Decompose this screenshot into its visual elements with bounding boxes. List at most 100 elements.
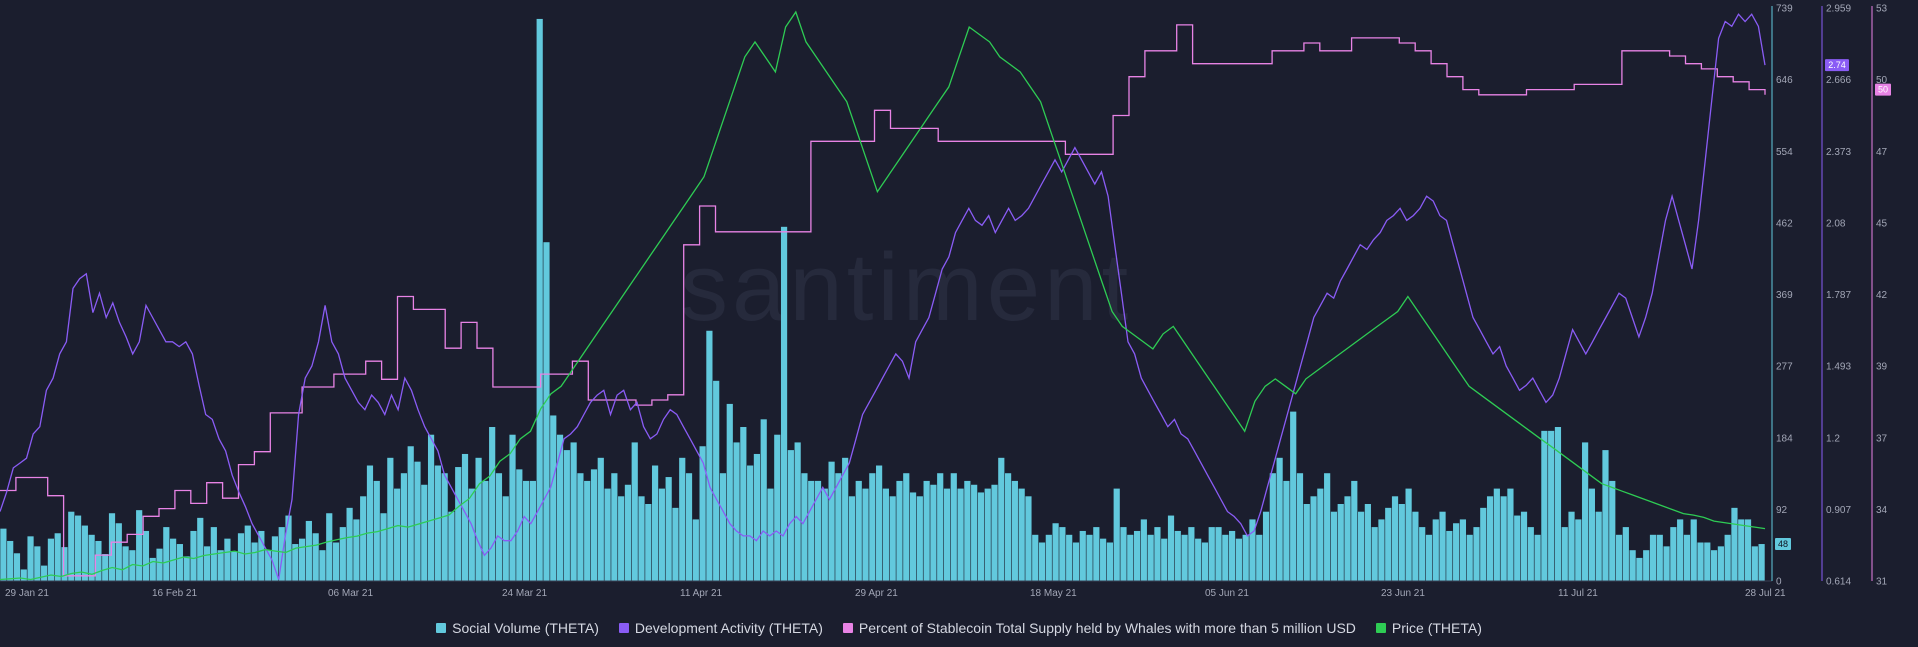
social-volume-bar: [387, 457, 394, 581]
social-volume-bar: [1514, 515, 1521, 581]
social-volume-bar: [1561, 527, 1568, 581]
social-volume-bar: [455, 467, 462, 581]
social-volume-bar: [638, 496, 645, 581]
social-volume-bar: [1072, 542, 1080, 581]
social-volume-bar: [1161, 538, 1168, 581]
social-volume-bar: [217, 550, 224, 581]
social-volume-bar: [1446, 530, 1453, 581]
social-axis-tick: 277: [1776, 362, 1793, 373]
social-volume-bar: [326, 513, 333, 581]
social-volume-bar: [1120, 527, 1127, 581]
social-volume-bar: [163, 527, 170, 581]
legend-item-social[interactable]: Social Volume (THETA): [436, 620, 599, 636]
social-badge: [1775, 538, 1791, 550]
social-volume-bar: [1432, 519, 1439, 581]
social-volume-bar: [1704, 542, 1711, 581]
whale-axis-tick: 53: [1876, 4, 1888, 15]
dev-badge-text: 2.74: [1828, 60, 1846, 70]
social-volume-bar: [1079, 530, 1086, 581]
social-volume-bar: [1385, 507, 1392, 581]
social-volume-bar: [1527, 527, 1534, 581]
social-volume-bar: [1690, 519, 1697, 581]
social-volume-bar: [41, 565, 48, 581]
social-volume-bar: [930, 484, 937, 581]
social-volume-bar: [1378, 519, 1385, 581]
social-volume-bar: [950, 473, 957, 581]
social-volume-bar: [1425, 534, 1433, 581]
social-volume-bar: [624, 484, 632, 581]
social-volume-bar: [1086, 534, 1093, 581]
social-volume-bar: [977, 492, 985, 581]
social-volume-bar: [1004, 473, 1012, 581]
legend-item-dev[interactable]: Development Activity (THETA): [618, 620, 823, 636]
social-volume-bar: [278, 527, 285, 581]
social-volume-bar: [1398, 504, 1405, 581]
social-volume-bar: [658, 488, 665, 581]
social-volume-bar: [916, 496, 923, 581]
social-volume-bar: [774, 434, 781, 581]
x-axis-tick: 16 Feb 21: [152, 588, 197, 599]
social-volume-bar: [1059, 527, 1066, 581]
social-volume-bar: [1466, 534, 1473, 581]
social-volume-bar: [1310, 496, 1317, 581]
social-volume-bar: [95, 540, 102, 581]
social-volume-bar: [1473, 527, 1480, 581]
social-volume-bar: [991, 484, 998, 581]
dev-axis-tick: 2.959: [1826, 4, 1851, 15]
x-axis-tick: 24 Mar 21: [502, 588, 547, 599]
social-volume-bar: [570, 442, 577, 581]
social-volume-bar: [285, 515, 292, 581]
social-volume-bar: [13, 553, 21, 581]
whale-badge-text: 50: [1878, 85, 1888, 95]
whale-axis-tick: 47: [1876, 147, 1888, 158]
social-volume-bar: [808, 480, 815, 581]
dev-axis-tick: 2.373: [1826, 147, 1851, 158]
social-volume-bar: [516, 469, 523, 581]
social-volume-bar: [1208, 527, 1215, 581]
social-volume-bar: [1364, 504, 1371, 581]
legend-item-price[interactable]: Price (THETA): [1375, 620, 1482, 636]
price-line: [0, 10, 1766, 581]
whale-axis-tick: 42: [1876, 290, 1888, 301]
social-volume-bar: [631, 442, 638, 581]
social-axis-tick: 739: [1776, 4, 1793, 15]
social-volume-bar: [971, 484, 978, 581]
social-volume-bar: [1032, 534, 1039, 581]
social-volume-bar: [427, 434, 435, 581]
social-volume-bar: [550, 415, 557, 581]
social-volume-bar: [943, 488, 951, 581]
social-volume-bar: [1283, 480, 1290, 581]
x-axis-tick: 23 Jun 21: [1381, 588, 1425, 599]
social-volume-bar: [760, 419, 767, 581]
social-volume-bar: [434, 465, 441, 581]
social-volume-bar: [1575, 519, 1582, 581]
social-volume-bar: [414, 461, 421, 581]
social-volume-bar: [360, 496, 367, 581]
social-volume-bar: [475, 457, 482, 581]
social-volume-bar: [1133, 530, 1141, 581]
social-volume-bar: [1154, 527, 1161, 581]
watermark: santiment: [680, 234, 1132, 341]
social-volume-bar: [489, 427, 496, 581]
social-volume-bar: [1106, 542, 1114, 581]
social-volume-bar: [1480, 507, 1487, 581]
dev-axis-tick: 0.907: [1826, 505, 1851, 516]
legend-item-whale[interactable]: Percent of Stablecoin Total Supply held …: [842, 620, 1356, 636]
social-volume-bar: [794, 442, 801, 581]
social-volume-bar: [590, 469, 598, 581]
social-axis-tick: 92: [1776, 505, 1788, 516]
social-volume-bar: [115, 523, 122, 581]
social-volume-bar: [889, 496, 896, 581]
social-volume-bar: [1486, 496, 1494, 581]
whale-axis-tick: 50: [1876, 75, 1888, 86]
dev-axis-tick: 0.614: [1826, 577, 1851, 588]
social-volume-bar: [1622, 527, 1629, 581]
social-volume-bar: [611, 473, 618, 581]
social-volume-bar: [814, 480, 822, 581]
social-volume-bar: [1167, 515, 1175, 581]
social-volume-bar: [1459, 519, 1467, 581]
social-volume-bar: [1507, 488, 1514, 581]
social-volume-bar: [509, 434, 516, 581]
whale-axis-tick: 45: [1876, 218, 1888, 229]
social-volume-bar: [699, 446, 706, 581]
